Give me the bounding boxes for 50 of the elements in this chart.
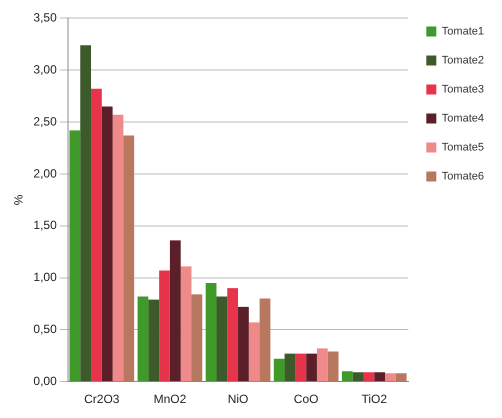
x-tick-label: MnO2 xyxy=(154,392,187,406)
legend-label: Tomate3 xyxy=(442,84,484,96)
bar xyxy=(102,106,113,382)
bar xyxy=(180,266,192,382)
bar xyxy=(191,294,202,382)
y-tick-label: 0,00 xyxy=(33,374,58,388)
bar xyxy=(138,296,148,382)
y-axis-title: % xyxy=(12,194,26,206)
legend-label: Tomate6 xyxy=(442,170,484,183)
bar xyxy=(316,348,328,382)
bar xyxy=(396,373,407,382)
x-tick-label: TiO2 xyxy=(361,392,388,406)
bar xyxy=(248,322,260,382)
bar xyxy=(159,270,170,382)
bar xyxy=(216,296,228,382)
bar xyxy=(170,240,181,382)
bar xyxy=(295,354,306,382)
x-tick-label: CoO xyxy=(294,392,318,406)
bar xyxy=(274,358,285,382)
bar xyxy=(352,372,364,382)
bar xyxy=(123,136,134,382)
bar xyxy=(112,114,124,382)
legend-label: Tomate4 xyxy=(442,112,484,125)
y-tick-label: 2,00 xyxy=(33,166,58,180)
bar xyxy=(227,288,238,382)
bar xyxy=(206,282,216,382)
y-tick-label: 0,50 xyxy=(33,322,58,336)
bar xyxy=(80,45,92,382)
bar xyxy=(328,351,338,382)
y-tick-label: 3,00 xyxy=(33,62,58,76)
legend-label: Tomate2 xyxy=(442,54,484,67)
bar xyxy=(284,354,296,382)
bar xyxy=(342,371,353,382)
bar xyxy=(374,372,386,382)
bar xyxy=(148,300,160,382)
x-tick-label: Cr2O3 xyxy=(84,392,120,406)
bar xyxy=(238,306,249,382)
x-tick-label: NiO xyxy=(228,392,248,406)
y-tick-label: 3,50 xyxy=(33,10,58,25)
bar xyxy=(385,373,396,382)
bar xyxy=(363,372,374,382)
legend-label: Tomate5 xyxy=(442,142,484,154)
legend-label: Tomate1 xyxy=(442,26,484,38)
y-tick-label: 2,50 xyxy=(33,114,58,128)
bar xyxy=(306,354,317,382)
y-tick-label: 1,00 xyxy=(33,270,58,284)
bar xyxy=(69,130,80,382)
bar xyxy=(260,298,270,382)
y-tick-label: 1,50 xyxy=(33,218,58,232)
bar xyxy=(91,88,102,382)
